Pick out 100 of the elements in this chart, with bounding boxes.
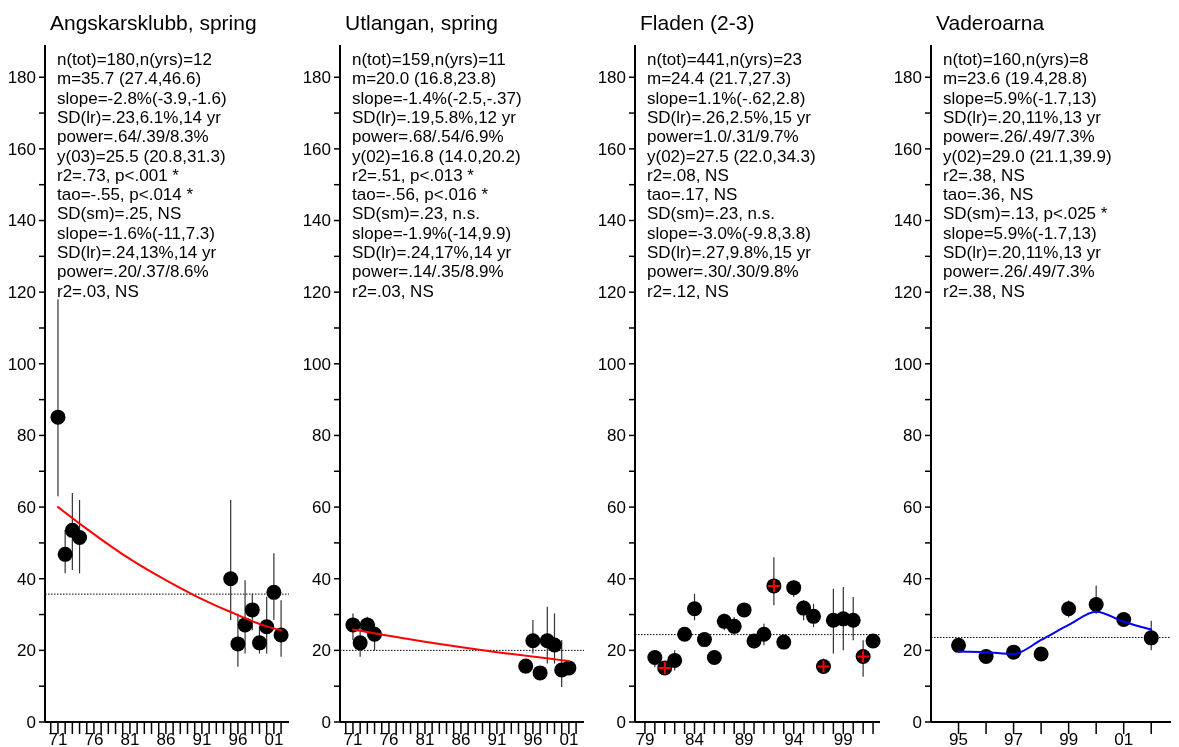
annotation: y(02)=29.0 (21.1,39.9)	[943, 146, 1112, 166]
y-tick-label: 40	[17, 569, 36, 589]
annotation: SD(sm)=.25, NS	[57, 204, 182, 224]
x-tick-label: 99	[833, 730, 853, 747]
y-tick-label: 0	[26, 712, 36, 732]
x-tick-label: 76	[379, 730, 399, 747]
x-tick-label: 94	[784, 730, 804, 747]
annotation: power=.20/.37/8.6%	[57, 262, 209, 282]
annotation: m=24.4 (21.7,27.3)	[647, 69, 792, 89]
x-tick-label: 71	[343, 730, 363, 747]
y-tick-label: 140	[7, 211, 36, 231]
chart-title: Angskarsklubb, spring	[50, 11, 257, 34]
annotation: SD(lr)=.23,6.1%,14 yr	[57, 107, 222, 127]
annotation: power=1.0/.31/9.7%	[647, 127, 799, 147]
x-tick-label: 79	[635, 730, 655, 747]
annotation: power=.64/.39/8.3%	[57, 127, 209, 147]
annotation: n(tot)=441,n(yrs)=23	[647, 50, 802, 69]
x-tick-label: 01	[264, 730, 284, 747]
y-tick-label: 180	[302, 68, 331, 88]
y-tick-label: 140	[893, 211, 922, 231]
y-tick-label: 0	[616, 712, 626, 732]
y-tick-label: 120	[597, 283, 626, 303]
y-tick-label: 0	[912, 712, 922, 732]
y-tick-label: 140	[302, 211, 331, 231]
annotation: tao=.36, NS	[943, 185, 1034, 205]
x-tick-label: 76	[84, 730, 104, 747]
annotation: slope=-2.8%(-3.9,-1.6)	[57, 88, 227, 108]
annotation: r2=.08, NS	[647, 165, 729, 185]
x-tick-label: 96	[228, 730, 248, 747]
annotation: m=35.7 (27.4,46.6)	[57, 69, 202, 89]
y-tick-label: 60	[312, 498, 331, 518]
annotation: slope=-1.6%(-11,7.3)	[57, 223, 215, 243]
y-tick-label: 100	[302, 354, 331, 374]
annotation: r2=.03, NS	[352, 281, 434, 301]
y-tick-label: 60	[17, 498, 36, 518]
y-tick-label: 60	[607, 498, 626, 518]
annotation: r2=.38, NS	[943, 165, 1025, 185]
annotation: slope=-3.0%(-9.8,3.8)	[647, 223, 811, 243]
annotation: SD(lr)=.26,2.5%,15 yr	[647, 107, 812, 127]
annotation: SD(lr)=.24,13%,14 yr	[57, 243, 217, 262]
y-tick-label: 60	[903, 498, 922, 518]
annotation: tao=.17, NS	[647, 185, 738, 205]
annotation: y(02)=27.5 (22.0,34.3)	[647, 146, 816, 166]
annotation: slope=5.9%(-1.7,13)	[943, 88, 1097, 108]
x-tick-label: 01	[1114, 730, 1134, 747]
y-tick-label: 80	[312, 426, 331, 446]
y-tick-label: 20	[903, 641, 922, 661]
annotation: n(tot)=159,n(yrs)=11	[352, 50, 506, 69]
chart-title: Utlangan, spring	[345, 11, 498, 34]
x-tick-label: 89	[734, 730, 754, 747]
y-tick-label: 160	[597, 139, 626, 159]
annotation: m=20.0 (16.8,23.8)	[352, 69, 497, 89]
annotation: n(tot)=160,n(yrs)=8	[943, 50, 1089, 69]
annotation: r2=.03, NS	[57, 281, 139, 301]
y-tick-label: 40	[903, 569, 922, 589]
y-tick-label: 180	[893, 68, 922, 88]
x-tick-label: 97	[1004, 730, 1024, 747]
y-tick-label: 80	[903, 426, 922, 446]
annotation: r2=.38, NS	[943, 281, 1025, 301]
y-tick-label: 100	[7, 354, 36, 374]
annotation: r2=.51, p<.013 *	[352, 165, 475, 185]
y-tick-label: 40	[607, 569, 626, 589]
x-tick-label: 71	[48, 730, 68, 747]
y-tick-label: 120	[302, 283, 331, 303]
annotation: SD(lr)=.24,17%,14 yr	[352, 243, 512, 262]
y-tick-label: 180	[597, 68, 626, 88]
annotation: slope=5.9%(-1.7,13)	[943, 223, 1097, 243]
y-tick-label: 20	[17, 641, 36, 661]
annotation: r2=.12, NS	[647, 281, 729, 301]
chart-title: Vaderoarna	[936, 11, 1045, 34]
x-tick-label: 01	[559, 730, 579, 747]
annotation: SD(lr)=.19,5.8%,12 yr	[352, 107, 517, 127]
annotation: y(03)=25.5 (20.8,31.3)	[57, 146, 226, 166]
chart-title: Fladen (2-3)	[640, 11, 755, 34]
x-tick-label: 86	[156, 730, 176, 747]
annotation: tao=-.55, p<.014 *	[57, 185, 194, 205]
annotation: power=.26/.49/7.3%	[943, 127, 1095, 147]
y-tick-label: 20	[607, 641, 626, 661]
annotation: power=.30/.30/9.8%	[647, 262, 799, 282]
x-tick-label: 86	[451, 730, 471, 747]
x-tick-label: 81	[120, 730, 140, 747]
y-tick-label: 20	[312, 641, 331, 661]
y-tick-label: 80	[607, 426, 626, 446]
y-tick-label: 160	[893, 139, 922, 159]
annotation: SD(lr)=.20,11%,13 yr	[943, 243, 1102, 262]
annotation: slope=1.1%(-.62,2.8)	[647, 88, 806, 108]
x-tick-label: 99	[1059, 730, 1079, 747]
y-tick-label: 0	[321, 712, 331, 732]
annotation: SD(lr)=.20,11%,13 yr	[943, 107, 1102, 127]
y-tick-label: 120	[893, 283, 922, 303]
y-tick-label: 140	[597, 211, 626, 231]
x-tick-label: 81	[415, 730, 435, 747]
annotation: power=.26/.49/7.3%	[943, 262, 1095, 282]
x-tick-label: 91	[192, 730, 212, 747]
x-tick-label: 84	[685, 730, 704, 747]
y-tick-label: 40	[312, 569, 331, 589]
y-tick-label: 120	[7, 283, 36, 303]
y-tick-label: 100	[597, 354, 626, 374]
annotation: tao=-.56, p<.016 *	[352, 185, 489, 205]
annotation: power=.14/.35/8.9%	[352, 262, 504, 282]
